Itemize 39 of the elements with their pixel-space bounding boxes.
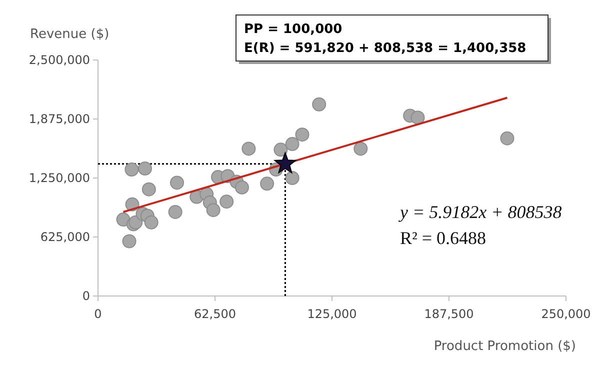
y-tick-label: 1,875,000 — [28, 112, 90, 126]
point — [124, 162, 139, 177]
point — [144, 215, 158, 230]
point — [295, 128, 310, 142]
point — [168, 204, 182, 219]
point — [274, 152, 296, 174]
x-tick-label: 0 — [94, 307, 102, 321]
y-tick-label: 0 — [82, 289, 90, 304]
point — [500, 131, 514, 146]
y-tick-label: 625,000 — [40, 230, 90, 244]
point — [234, 180, 249, 194]
point — [410, 110, 425, 125]
text: E(R) = 591,820 + 808,538 = 1,400,358 — [244, 41, 526, 56]
point — [142, 182, 156, 196]
point — [260, 176, 274, 191]
point — [138, 162, 152, 176]
annotation: y = 5.9182x + 808538 — [398, 202, 562, 222]
x-tick-label: 62,500 — [194, 307, 236, 321]
x-tick-label: 187,500 — [424, 307, 474, 321]
point — [122, 234, 136, 248]
point — [312, 97, 326, 112]
x-tick-label: 125,000 — [307, 307, 357, 321]
point — [285, 137, 300, 152]
y-tick-label: 1,250,000 — [28, 171, 90, 186]
point — [285, 171, 300, 185]
annotation: R² = 0.6488 — [400, 228, 486, 248]
point — [274, 142, 288, 157]
point — [206, 203, 220, 218]
point — [354, 142, 368, 156]
point — [242, 142, 256, 156]
y-axis-title: Revenue ($) — [30, 27, 110, 42]
x-tick-label: 250,000 — [541, 307, 591, 321]
point — [128, 215, 143, 230]
text: PP = 100,000 — [244, 22, 342, 37]
x-axis-title: Product Promotion ($) — [434, 339, 576, 354]
point — [220, 194, 234, 209]
point — [116, 212, 130, 227]
y-tick-label: 2,500,000 — [28, 53, 90, 68]
point — [170, 176, 184, 190]
